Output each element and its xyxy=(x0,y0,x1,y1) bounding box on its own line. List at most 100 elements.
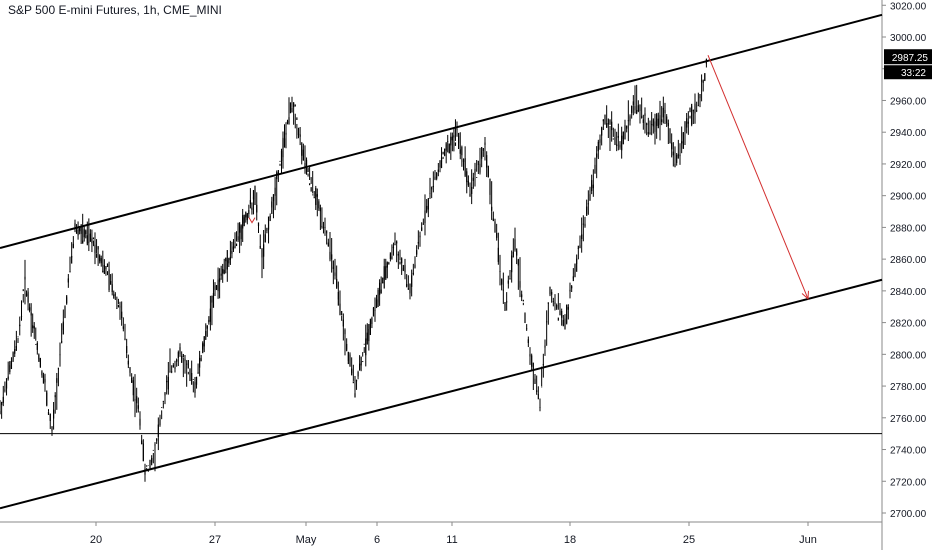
candle-body xyxy=(676,154,678,163)
candle-body xyxy=(277,170,279,176)
candle-body xyxy=(169,370,171,372)
candle-body xyxy=(310,187,312,192)
candle-body xyxy=(142,443,144,462)
candle-body xyxy=(226,250,228,270)
candle-body xyxy=(157,424,159,437)
candle-body xyxy=(639,104,641,111)
candle-body xyxy=(354,393,356,398)
candle-body xyxy=(257,222,260,226)
candle-body xyxy=(674,163,676,168)
candle-body xyxy=(77,229,79,236)
candle-body xyxy=(254,185,256,205)
candle-body xyxy=(261,249,263,258)
candle-body xyxy=(519,281,521,288)
candle-body xyxy=(225,257,227,262)
candle-body xyxy=(351,368,353,376)
candle-body xyxy=(146,465,148,467)
candle-body xyxy=(162,400,164,403)
x-tick-label: 27 xyxy=(209,534,221,546)
candle-body xyxy=(195,376,198,385)
y-tick-label: 2780.00 xyxy=(890,382,927,393)
candle-body xyxy=(506,301,508,303)
candle-body xyxy=(289,102,292,114)
candle-body xyxy=(704,73,706,81)
candle-body xyxy=(531,355,533,367)
candle-body xyxy=(57,367,59,370)
candle-body xyxy=(256,204,258,213)
candle-body xyxy=(471,186,473,194)
candle-body xyxy=(647,131,649,135)
candle-body xyxy=(363,343,365,345)
candle-body xyxy=(30,312,32,316)
candle-body xyxy=(482,148,484,151)
candle-body xyxy=(19,324,21,327)
candle-body xyxy=(309,183,311,186)
candle-body xyxy=(366,332,368,345)
candle-body xyxy=(202,343,204,354)
candle-body xyxy=(189,368,191,382)
candle-body xyxy=(596,153,598,158)
candle-body xyxy=(44,378,46,383)
candle-body xyxy=(166,380,168,383)
candle-body xyxy=(392,246,395,249)
candle-body xyxy=(632,101,634,105)
candle-body xyxy=(456,128,458,131)
candle-body xyxy=(631,105,633,113)
x-tick-label: Jun xyxy=(799,534,817,546)
candle-body xyxy=(629,116,631,122)
candle-body xyxy=(439,160,441,168)
candle-body xyxy=(102,270,104,273)
candle-body xyxy=(383,266,385,289)
candle-body xyxy=(209,308,211,322)
candle-body xyxy=(245,211,247,218)
x-tick-label: 20 xyxy=(90,534,102,546)
candle-body xyxy=(147,469,149,472)
candle-body xyxy=(321,226,323,227)
candle-body xyxy=(355,379,358,382)
candle-body xyxy=(556,304,558,310)
candle-body xyxy=(431,186,433,190)
x-tick-label: 11 xyxy=(446,534,457,546)
candle-body xyxy=(122,326,124,329)
candle-body xyxy=(474,168,476,175)
candle-body xyxy=(486,155,488,168)
candle-body xyxy=(507,280,509,284)
candle-body xyxy=(305,159,308,175)
candle-body xyxy=(271,201,273,214)
candle-body xyxy=(184,358,186,362)
candle-body xyxy=(368,324,370,342)
candle-body xyxy=(671,142,673,150)
candle-body xyxy=(326,230,328,234)
candle-body xyxy=(599,139,601,143)
candle-body xyxy=(205,330,207,340)
candle-body xyxy=(99,255,101,262)
candle-body xyxy=(304,163,306,168)
candle-body xyxy=(571,286,573,289)
candle-body xyxy=(39,357,41,368)
candle-body xyxy=(701,80,703,82)
candle-body xyxy=(529,354,531,357)
candle-body xyxy=(567,307,569,310)
candle-body xyxy=(516,248,518,256)
candle-body xyxy=(377,289,379,307)
candle-body xyxy=(404,265,406,273)
candle-body xyxy=(371,318,373,324)
candle-body xyxy=(294,104,296,107)
candle-body xyxy=(191,373,193,385)
candle-body xyxy=(203,336,205,347)
candle-body xyxy=(113,294,115,299)
candle-body xyxy=(127,360,129,365)
candle-body xyxy=(586,206,588,216)
candle-body xyxy=(494,221,496,233)
candle-body xyxy=(274,187,276,196)
candle-body xyxy=(319,207,321,212)
candle-body xyxy=(20,316,23,317)
candle-body xyxy=(391,256,393,260)
candle-body xyxy=(186,363,188,365)
candle-body xyxy=(539,406,541,408)
candle-body xyxy=(103,265,105,274)
candle-body xyxy=(517,258,519,266)
candle-body xyxy=(549,286,551,295)
candle-body xyxy=(634,106,636,111)
